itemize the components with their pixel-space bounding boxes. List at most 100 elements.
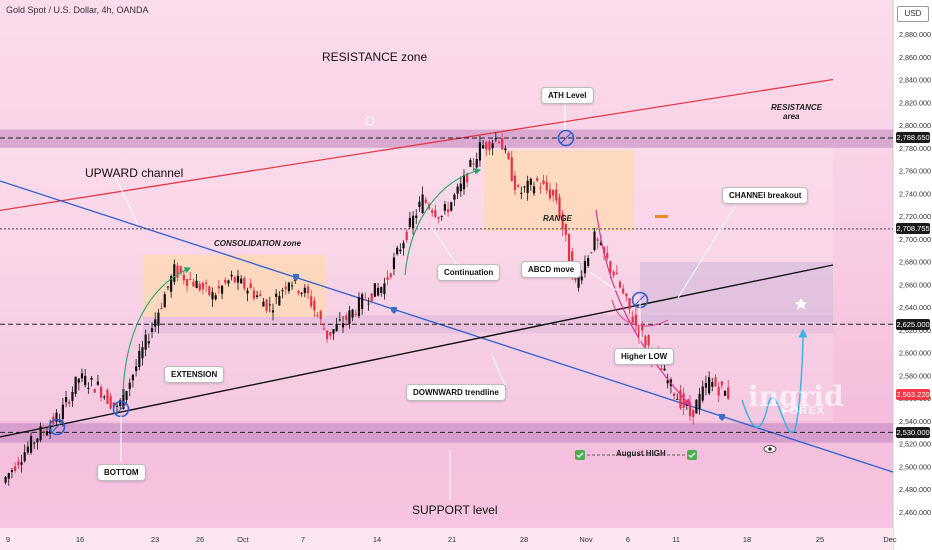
candle-body: [7, 473, 10, 479]
candle-body: [386, 277, 389, 280]
candle-body: [685, 405, 688, 407]
x-tick-label: Nov: [579, 535, 593, 544]
resistance-area-label-2: area: [783, 112, 800, 121]
pointer-line-6: [677, 205, 736, 299]
x-tick-label: 14: [373, 535, 381, 544]
candle-body: [173, 264, 176, 282]
pointer-line-0: [114, 175, 139, 226]
candle-body: [10, 470, 14, 472]
candle-body: [708, 377, 711, 394]
y-tick-label: 2,540.000: [899, 417, 931, 426]
candle-body: [399, 249, 402, 252]
candle-body: [103, 396, 106, 398]
candle-body: [33, 442, 36, 444]
abcd-callout: ABCD move: [521, 261, 582, 278]
candle-body: [4, 476, 7, 483]
candle-body: [641, 323, 644, 331]
candle-body: [672, 393, 676, 396]
candle-body: [411, 215, 415, 229]
candle-body: [434, 210, 437, 217]
candle-body: [450, 202, 453, 211]
x-tick-label: 26: [196, 535, 204, 544]
candle-body: [93, 389, 96, 393]
candle-body: [415, 215, 418, 218]
candle-body: [36, 438, 39, 443]
y-tick-label: 2,480.000: [899, 485, 931, 494]
candle-body: [77, 378, 80, 383]
continuation-callout: Continuation: [437, 264, 501, 281]
candle-body: [179, 266, 182, 274]
shield-icon: [719, 414, 725, 421]
abcd-arrow: [595, 209, 691, 406]
downward-trendline: [0, 180, 894, 473]
candle-body: [265, 299, 268, 311]
x-tick-label: 11: [672, 535, 680, 544]
y-tick-label: 2,640.000: [899, 303, 931, 312]
candle-body: [478, 142, 482, 161]
candle-body: [125, 391, 128, 401]
candle-body: [217, 286, 220, 289]
touch-mark-0: [51, 421, 63, 433]
candle-body: [443, 204, 446, 211]
candle-body: [548, 189, 552, 199]
candle-body: [45, 431, 49, 436]
symbol-title: Gold Spot / U.S. Dollar, 4h, OANDA: [6, 5, 149, 15]
candle-body: [688, 402, 692, 417]
range-label: RANGE: [543, 214, 572, 223]
candle-body: [236, 275, 240, 283]
candle-body: [609, 261, 612, 272]
candle-body: [453, 194, 456, 200]
y-tick-label: 2,520.000: [899, 440, 931, 449]
candle-body: [214, 295, 217, 300]
candle-body: [491, 143, 494, 149]
x-tick-label: 6: [626, 535, 630, 544]
candle-body: [510, 157, 513, 182]
candle-body: [367, 303, 370, 305]
candle-body: [577, 274, 580, 288]
candle-body: [389, 273, 392, 277]
y-tick-label: 2,700.000: [899, 235, 931, 244]
candle-body: [376, 287, 380, 296]
candle-body: [695, 399, 698, 414]
candle-body: [90, 377, 93, 380]
candle-body: [29, 435, 33, 453]
candle-body: [523, 186, 526, 188]
candle-body: [631, 316, 634, 323]
candle-body: [497, 141, 501, 143]
candle-body: [421, 194, 424, 213]
candle-body: [185, 279, 189, 286]
candle-body: [96, 381, 100, 385]
star-icon: [795, 298, 807, 310]
candle-body: [714, 377, 717, 387]
price-tag-1: 2,708.755: [896, 223, 930, 235]
candle-body: [698, 393, 701, 410]
candle-body: [628, 298, 631, 310]
august-high-label: August HIGH: [616, 449, 666, 458]
green-arrow-1: [122, 267, 192, 396]
resistance-trendline: [0, 78, 834, 212]
candle-body: [249, 283, 252, 289]
y-tick-label: 2,660.000: [899, 280, 931, 289]
candle-body: [316, 315, 319, 317]
candle-body: [402, 242, 405, 249]
candle-body: [138, 350, 141, 367]
candle-body: [666, 379, 669, 384]
y-tick-label: 2,760.000: [899, 167, 931, 176]
projection-path: [741, 328, 808, 433]
candle-body: [475, 159, 478, 168]
candle-body: [326, 330, 329, 340]
candle-body: [380, 287, 383, 293]
candle-body: [618, 281, 622, 288]
resistance-zone-label: RESISTANCE zone: [322, 50, 428, 64]
candle-body: [507, 152, 510, 159]
y-tick-label: 2,720.000: [899, 212, 931, 221]
candle-body: [370, 293, 373, 302]
channel-breakout-callout: CHANNEl breakout: [722, 187, 809, 204]
candle-body: [144, 334, 147, 350]
currency-button[interactable]: USD: [897, 6, 929, 22]
info-icon: [365, 116, 375, 126]
y-tick-label: 2,840.000: [899, 76, 931, 85]
candle-body: [711, 382, 714, 387]
